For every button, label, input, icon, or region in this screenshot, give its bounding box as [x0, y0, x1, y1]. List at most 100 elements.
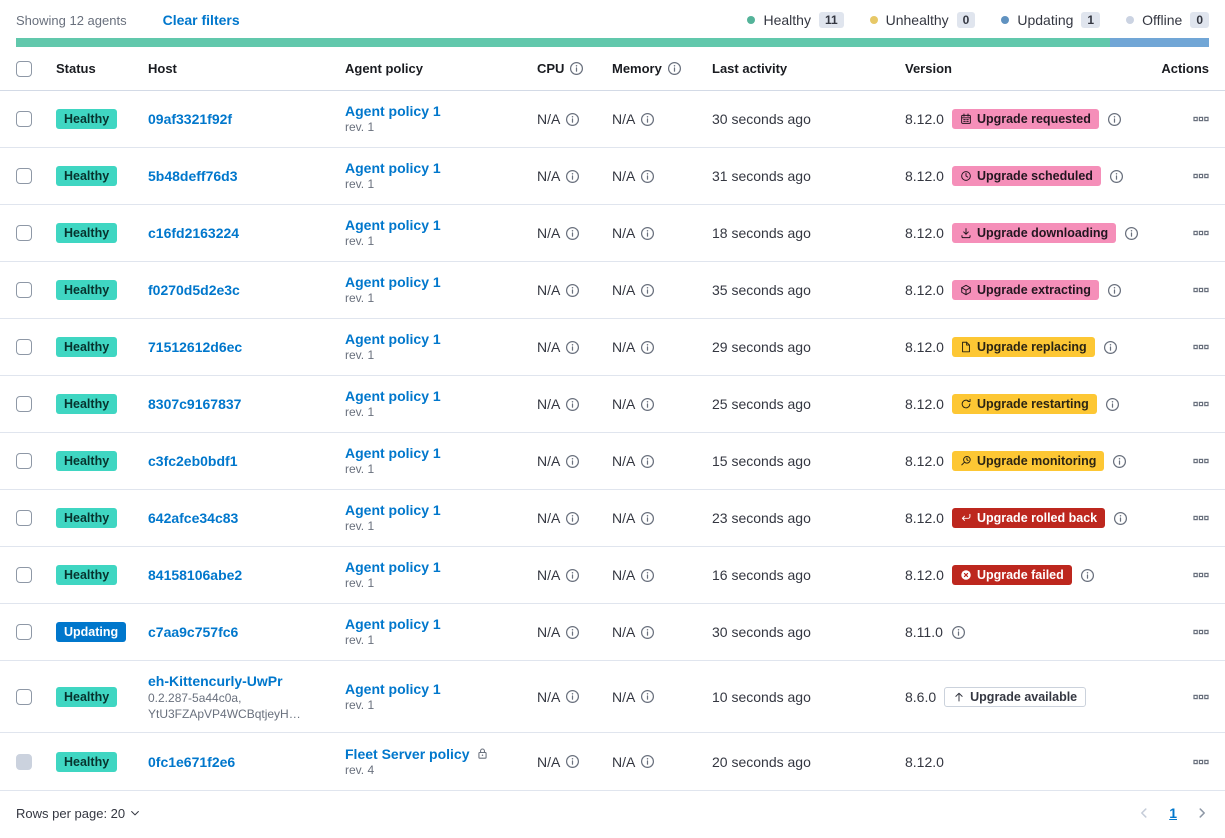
row-checkbox[interactable]	[16, 225, 32, 241]
agent-policy-link[interactable]: Agent policy 1	[345, 502, 441, 518]
row-checkbox[interactable]	[16, 282, 32, 298]
info-icon[interactable]	[565, 511, 580, 526]
upgrade-info-icon[interactable]	[1113, 511, 1128, 526]
agent-policy-link[interactable]: Agent policy 1	[345, 680, 441, 697]
actions-menu-button[interactable]	[1193, 624, 1209, 640]
actions-menu-button[interactable]	[1193, 111, 1209, 127]
actions-menu-button[interactable]	[1193, 453, 1209, 469]
agent-policy-link[interactable]: Agent policy 1	[345, 160, 441, 176]
host-link[interactable]: 71512612d6ec	[148, 339, 243, 355]
info-icon[interactable]	[565, 454, 580, 469]
info-icon[interactable]	[640, 689, 655, 704]
upgrade-info-icon[interactable]	[1112, 454, 1127, 469]
select-all-checkbox[interactable]	[16, 60, 32, 77]
info-icon[interactable]	[640, 169, 655, 184]
pagination: 1	[1137, 805, 1209, 821]
host-link[interactable]: c7aa9c757fc6	[148, 624, 239, 640]
actions-menu-button[interactable]	[1193, 282, 1209, 298]
row-checkbox[interactable]	[16, 510, 32, 526]
row-checkbox[interactable]	[16, 567, 32, 583]
upgrade-info-icon[interactable]	[1103, 340, 1118, 355]
host-link[interactable]: c3fc2eb0bdf1	[148, 453, 238, 469]
actions-menu-button[interactable]	[1193, 754, 1209, 770]
row-checkbox[interactable]	[16, 688, 32, 705]
clear-filters-button[interactable]: Clear filters	[162, 12, 240, 28]
info-icon[interactable]	[565, 226, 580, 241]
info-icon[interactable]	[565, 397, 580, 412]
info-icon[interactable]	[565, 169, 580, 184]
cpu-info-icon[interactable]	[569, 61, 584, 76]
info-icon[interactable]	[640, 511, 655, 526]
memory-info-icon[interactable]	[667, 61, 682, 76]
upgrade-info-icon[interactable]	[1105, 397, 1120, 412]
actions-menu-button[interactable]	[1193, 225, 1209, 241]
row-checkbox[interactable]	[16, 339, 32, 355]
host-link[interactable]: f0270d5d2e3c	[148, 282, 240, 298]
info-icon[interactable]	[565, 340, 580, 355]
column-header-agent-policy: Agent policy	[345, 61, 424, 76]
actions-menu-button[interactable]	[1193, 339, 1209, 355]
row-checkbox[interactable]	[16, 168, 32, 184]
info-icon[interactable]	[640, 397, 655, 412]
return-arrow-icon	[960, 512, 972, 524]
agent-policy-link[interactable]: Agent policy 1	[345, 331, 441, 347]
upgrade-info-icon[interactable]	[951, 625, 966, 640]
download-icon	[960, 227, 972, 239]
info-icon[interactable]	[565, 689, 580, 704]
info-icon[interactable]	[565, 568, 580, 583]
upgrade-status-badge: Upgrade scheduled	[951, 166, 1101, 186]
info-icon[interactable]	[640, 112, 655, 127]
row-checkbox[interactable]	[16, 111, 32, 127]
info-icon[interactable]	[640, 283, 655, 298]
host-link[interactable]: 5b48deff76d3	[148, 168, 238, 184]
previous-page-button[interactable]	[1137, 806, 1151, 820]
actions-menu-button[interactable]	[1193, 567, 1209, 583]
row-checkbox[interactable]	[16, 396, 32, 412]
column-header-cpu: CPU	[537, 61, 565, 76]
host-link[interactable]: 0fc1e671f2e6	[148, 753, 236, 770]
next-page-button[interactable]	[1195, 806, 1209, 820]
info-icon[interactable]	[640, 625, 655, 640]
actions-menu-button[interactable]	[1193, 168, 1209, 184]
row-checkbox[interactable]	[16, 453, 32, 469]
upgrade-info-icon[interactable]	[1107, 112, 1122, 127]
upgrade-info-icon[interactable]	[1080, 568, 1095, 583]
agent-policy-link[interactable]: Agent policy 1	[345, 616, 441, 632]
rows-per-page-button[interactable]: Rows per page: 20	[16, 806, 141, 821]
upgrade-info-icon[interactable]	[1124, 226, 1139, 241]
agent-version: 8.12.0	[905, 282, 944, 298]
info-icon[interactable]	[565, 754, 580, 769]
host-link[interactable]: 8307c9167837	[148, 396, 242, 412]
agent-policy-link[interactable]: Agent policy 1	[345, 559, 441, 575]
host-link[interactable]: 09af3321f92f	[148, 111, 233, 127]
info-icon[interactable]	[640, 340, 655, 355]
host-link[interactable]: 84158106abe2	[148, 567, 243, 583]
agent-policy-link[interactable]: Fleet Server policy	[345, 745, 470, 762]
agent-policy-link[interactable]: Agent policy 1	[345, 103, 441, 119]
agent-policy-link[interactable]: Agent policy 1	[345, 274, 441, 290]
page-number-button[interactable]: 1	[1169, 805, 1177, 821]
actions-menu-button[interactable]	[1193, 396, 1209, 412]
info-icon[interactable]	[640, 226, 655, 241]
agent-policy-link[interactable]: Agent policy 1	[345, 445, 441, 461]
info-icon[interactable]	[640, 754, 655, 769]
upgrade-info-icon[interactable]	[1107, 283, 1122, 298]
host-link[interactable]: c16fd2163224	[148, 225, 240, 241]
cpu-value: N/A	[537, 396, 561, 412]
upgrade-info-icon[interactable]	[1109, 169, 1124, 184]
actions-menu-button[interactable]	[1193, 510, 1209, 526]
info-icon[interactable]	[640, 568, 655, 583]
agent-policy-link[interactable]: Agent policy 1	[345, 217, 441, 233]
info-icon[interactable]	[565, 112, 580, 127]
info-icon[interactable]	[565, 283, 580, 298]
agent-policy-link[interactable]: Agent policy 1	[345, 388, 441, 404]
agent-version: 8.12.0	[905, 396, 944, 412]
row-checkbox[interactable]	[16, 624, 32, 640]
host-link[interactable]: 642afce34c83	[148, 510, 239, 526]
host-link[interactable]: eh-Kittencurly-UwPr	[148, 672, 283, 689]
legend-label: Offline	[1142, 12, 1183, 28]
info-icon[interactable]	[565, 625, 580, 640]
actions-menu-button[interactable]	[1193, 689, 1209, 705]
upgrade-status-badge: Upgrade available	[944, 686, 1087, 707]
info-icon[interactable]	[640, 454, 655, 469]
